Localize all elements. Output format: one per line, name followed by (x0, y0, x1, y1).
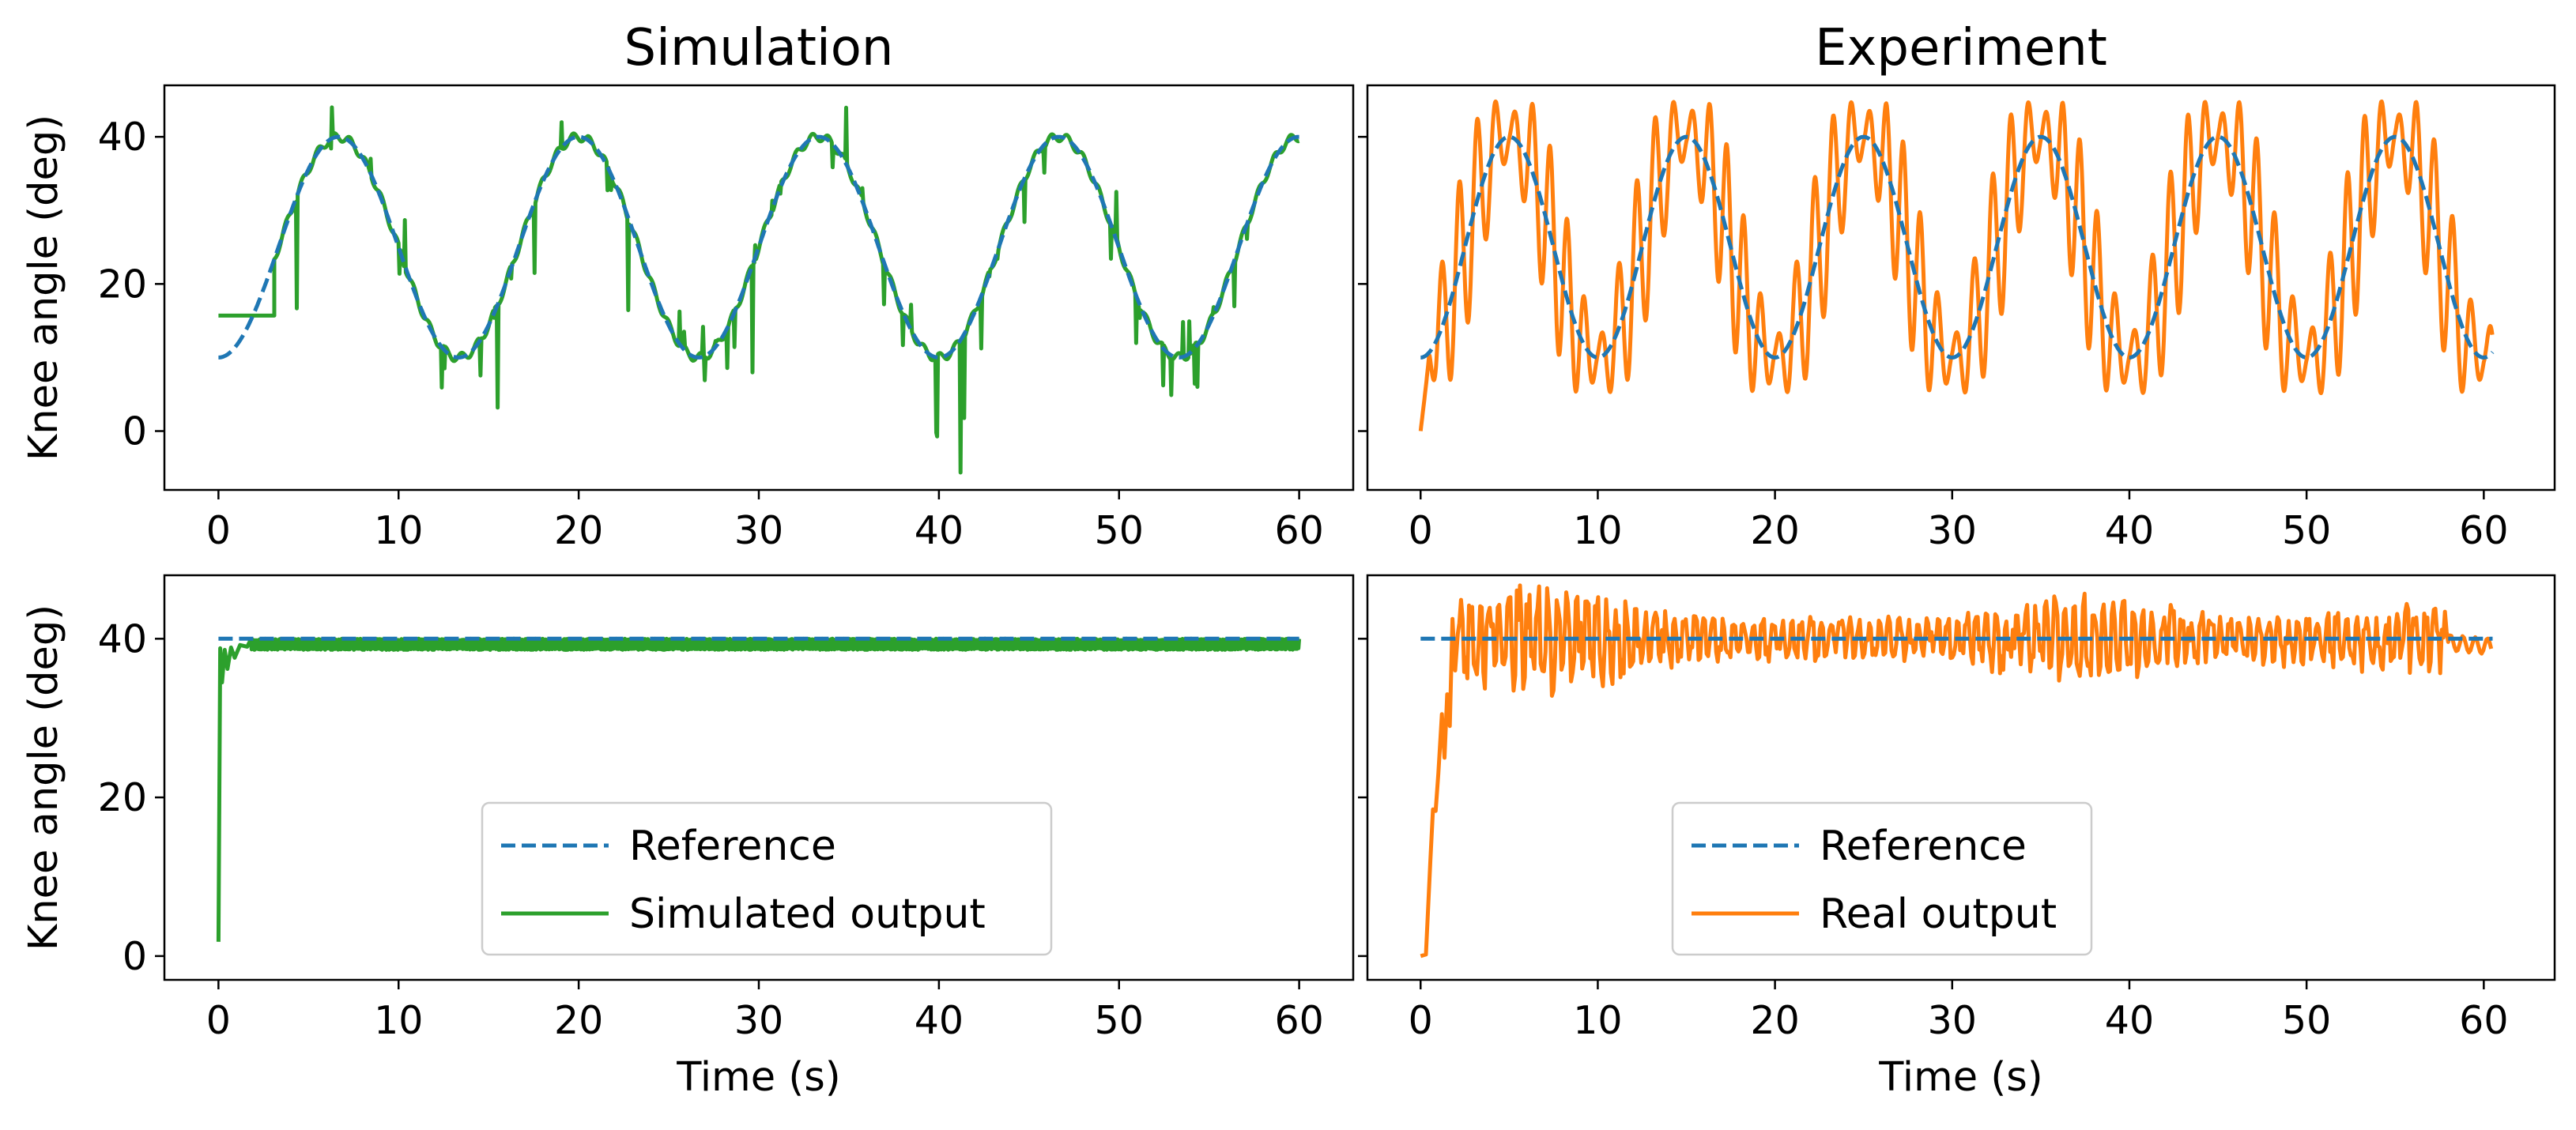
legend-label: Reference (1820, 823, 2027, 870)
x-tick-label: 0 (206, 508, 231, 553)
x-tick-label: 0 (1409, 998, 1433, 1043)
plot-area (216, 636, 1302, 942)
panel-top-right: 0 10 20 30 40 50 60 Experiment (1358, 19, 2556, 553)
x-tick-label: 20 (554, 508, 603, 553)
x-axis-label: Time (s) (1878, 1054, 2042, 1101)
x-tick-label: 30 (734, 998, 783, 1043)
x-tick-label: 50 (1095, 508, 1144, 553)
plot-area (1418, 99, 2495, 431)
y-tick-label: 20 (98, 775, 147, 820)
axes-frame (1366, 84, 2556, 492)
x-tick-label: 60 (1274, 998, 1323, 1043)
plot-area (217, 105, 1300, 475)
x-axis-label: Time (s) (676, 1054, 840, 1101)
y-tick-label: 0 (123, 409, 147, 454)
legend-label: Simulated output (629, 891, 986, 938)
x-tick-label: 20 (1750, 998, 1799, 1043)
x-tick-label: 60 (2459, 998, 2508, 1043)
x-tick-label: 20 (1750, 508, 1799, 553)
x-tick-label: 30 (1928, 998, 1977, 1043)
y-axis-label: Knee angle (deg) (21, 115, 67, 461)
series-real-output (1418, 99, 2495, 431)
axes-frame (1366, 574, 2556, 981)
x-tick-label: 50 (2282, 508, 2331, 553)
legend: Reference Real output (1671, 801, 2093, 956)
y-tick-label: 20 (98, 262, 147, 307)
y-tick-label: 40 (98, 115, 147, 160)
x-tick-label: 10 (374, 998, 423, 1043)
series-real-output (1420, 583, 2494, 959)
panel-bottom-right: 0 10 20 30 40 50 60 Time (s) Reference Real outpu… (1358, 574, 2556, 1101)
y-tick-label: 0 (123, 934, 147, 979)
x-tick-label: 50 (2282, 998, 2331, 1043)
x-tick-label: 10 (374, 508, 423, 553)
x-tick-label: 10 (1573, 508, 1622, 553)
legend: Reference Simulated output (481, 801, 1053, 956)
x-tick-label: 30 (1928, 508, 1977, 553)
plot-area (1420, 583, 2494, 959)
x-tick-label: 50 (1095, 998, 1144, 1043)
legend-label: Reference (629, 823, 836, 870)
x-tick-label: 40 (2105, 508, 2154, 553)
x-tick-label: 10 (1573, 998, 1622, 1043)
x-tick-label: 60 (1274, 508, 1323, 553)
x-tick-label: 40 (2105, 998, 2154, 1043)
x-tick-label: 20 (554, 998, 603, 1043)
y-axis-label: Knee angle (deg) (21, 605, 67, 951)
y-tick-label: 40 (98, 616, 147, 661)
panel-top-left: 0 10 20 30 40 50 60 0 20 40 Simulation Knee angle (… (21, 19, 1355, 553)
panel-title: Simulation (624, 19, 894, 77)
panel-bottom-left: 0 10 20 30 40 50 60 0 20 40 Time (s) Knee angle (de… (21, 574, 1355, 1101)
panel-title: Experiment (1815, 19, 2107, 77)
legend-box (481, 801, 1053, 956)
legend-label: Real output (1820, 891, 2057, 938)
series-reference (1419, 134, 2495, 360)
x-tick-label: 0 (206, 998, 231, 1043)
x-tick-label: 40 (915, 508, 964, 553)
x-tick-label: 30 (734, 508, 783, 553)
x-tick-label: 60 (2459, 508, 2508, 553)
x-tick-label: 40 (915, 998, 964, 1043)
x-tick-label: 0 (1409, 508, 1433, 553)
legend-box (1671, 801, 2093, 956)
